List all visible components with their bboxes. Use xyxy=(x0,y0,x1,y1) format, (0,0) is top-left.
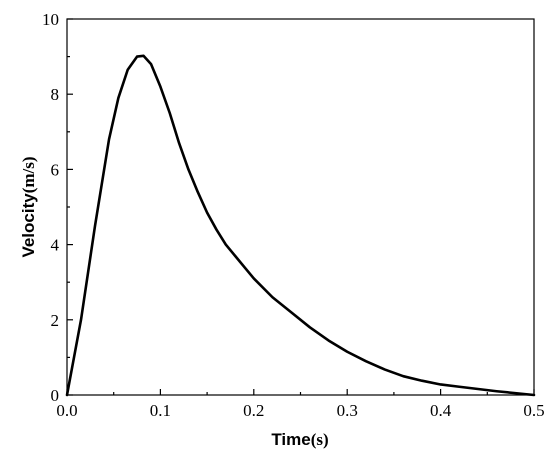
x-axis-title: Time(s) xyxy=(271,430,328,449)
plot-frame xyxy=(66,18,535,396)
x-tick-label: 0.1 xyxy=(150,401,171,420)
x-axis-unit: (s) xyxy=(311,430,329,449)
x-tick-label: 0.2 xyxy=(243,401,264,420)
y-axis-unit: (m/s) xyxy=(19,156,38,193)
y-tick-label: 4 xyxy=(51,236,60,255)
y-tick-label: 2 xyxy=(51,311,60,330)
y-tick-label: 6 xyxy=(51,160,60,179)
y-tick-label: 0 xyxy=(51,386,60,405)
x-tick-label: 0.5 xyxy=(523,401,544,420)
series-line-velocity xyxy=(65,54,536,397)
x-tick-label: 0.3 xyxy=(337,401,358,420)
x-tick-label: 0.4 xyxy=(430,401,452,420)
x-axis-label: Time xyxy=(271,430,310,449)
y-axis-title: Velocity(m/s) xyxy=(19,156,38,257)
y-axis-label: Velocity xyxy=(19,193,38,258)
y-tick-label: 8 xyxy=(51,85,60,104)
y-tick-label: 10 xyxy=(42,10,59,29)
x-tick-labels: 0.0 0.1 0.2 0.3 0.4 0.5 xyxy=(56,401,544,420)
tick-marks xyxy=(66,18,535,396)
y-tick-labels: 0 2 4 6 8 10 xyxy=(42,10,60,405)
x-tick-label: 0.0 xyxy=(56,401,77,420)
